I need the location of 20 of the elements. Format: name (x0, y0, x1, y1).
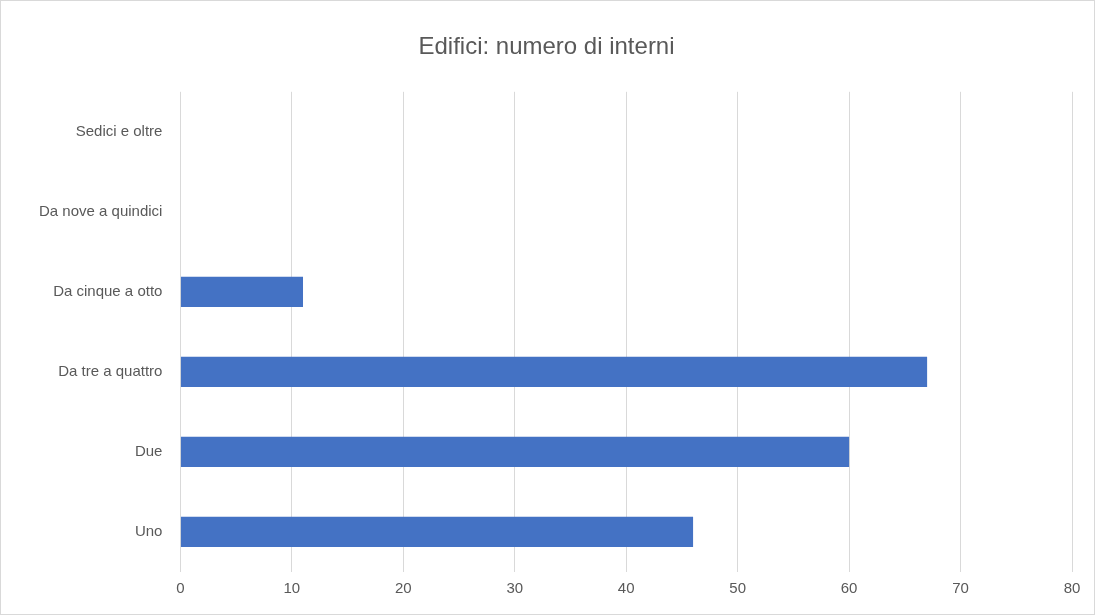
chart-title: Edifici: numero di interni (418, 32, 675, 60)
x-tick-label: 30 (506, 579, 524, 597)
y-tick-label: Sedici e oltre (75, 121, 163, 139)
bar (180, 436, 850, 468)
x-tick-label: 80 (1063, 579, 1081, 597)
y-tick-label: Uno (134, 522, 163, 540)
x-tick-label: 40 (617, 579, 635, 597)
bar (180, 276, 304, 308)
y-tick-label: Da cinque a otto (53, 282, 163, 300)
y-tick-label: Da nove a quindici (38, 201, 163, 219)
x-tick-label: 70 (952, 579, 969, 597)
y-tick-label: Da tre a quattro (58, 362, 163, 380)
x-tick-label: 10 (283, 579, 301, 597)
x-tick-label: 50 (729, 579, 746, 597)
x-tick-label: 20 (394, 579, 412, 597)
bar (180, 516, 694, 548)
x-tick-label: 0 (176, 579, 185, 597)
bar (180, 356, 928, 388)
x-tick-label: 60 (840, 579, 858, 597)
y-tick-label: Due (134, 442, 163, 460)
